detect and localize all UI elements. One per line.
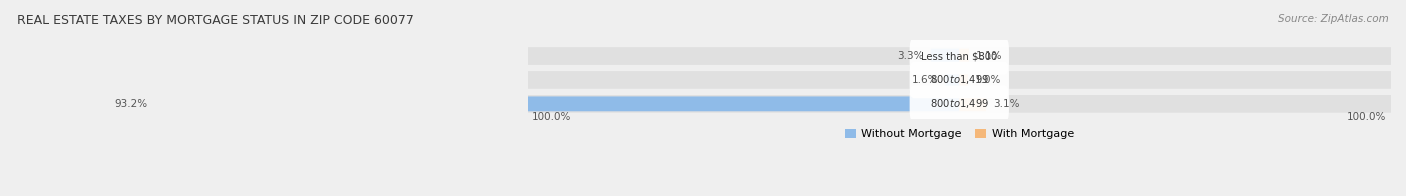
FancyBboxPatch shape xyxy=(910,86,1010,122)
FancyBboxPatch shape xyxy=(959,96,986,111)
Legend: Without Mortgage, With Mortgage: Without Mortgage, With Mortgage xyxy=(841,124,1078,144)
FancyBboxPatch shape xyxy=(155,96,959,111)
FancyBboxPatch shape xyxy=(959,73,967,87)
FancyBboxPatch shape xyxy=(527,71,1391,89)
FancyBboxPatch shape xyxy=(931,49,959,64)
Text: 3.1%: 3.1% xyxy=(993,99,1019,109)
FancyBboxPatch shape xyxy=(959,49,969,64)
Text: Source: ZipAtlas.com: Source: ZipAtlas.com xyxy=(1278,14,1389,24)
FancyBboxPatch shape xyxy=(910,62,1010,98)
FancyBboxPatch shape xyxy=(527,47,1391,65)
FancyBboxPatch shape xyxy=(945,73,959,87)
FancyBboxPatch shape xyxy=(527,95,1391,113)
Text: Less than $800: Less than $800 xyxy=(921,51,997,61)
Text: 1.0%: 1.0% xyxy=(974,75,1001,85)
Text: 100.0%: 100.0% xyxy=(1347,112,1386,122)
Text: 100.0%: 100.0% xyxy=(531,112,571,122)
Text: 1.1%: 1.1% xyxy=(976,51,1002,61)
Text: $800 to $1,499: $800 to $1,499 xyxy=(929,97,988,110)
Text: $800 to $1,499: $800 to $1,499 xyxy=(929,74,988,86)
Text: 1.6%: 1.6% xyxy=(912,75,939,85)
Text: REAL ESTATE TAXES BY MORTGAGE STATUS IN ZIP CODE 60077: REAL ESTATE TAXES BY MORTGAGE STATUS IN … xyxy=(17,14,413,27)
Text: 93.2%: 93.2% xyxy=(114,99,148,109)
FancyBboxPatch shape xyxy=(910,38,1010,74)
Text: 3.3%: 3.3% xyxy=(897,51,924,61)
